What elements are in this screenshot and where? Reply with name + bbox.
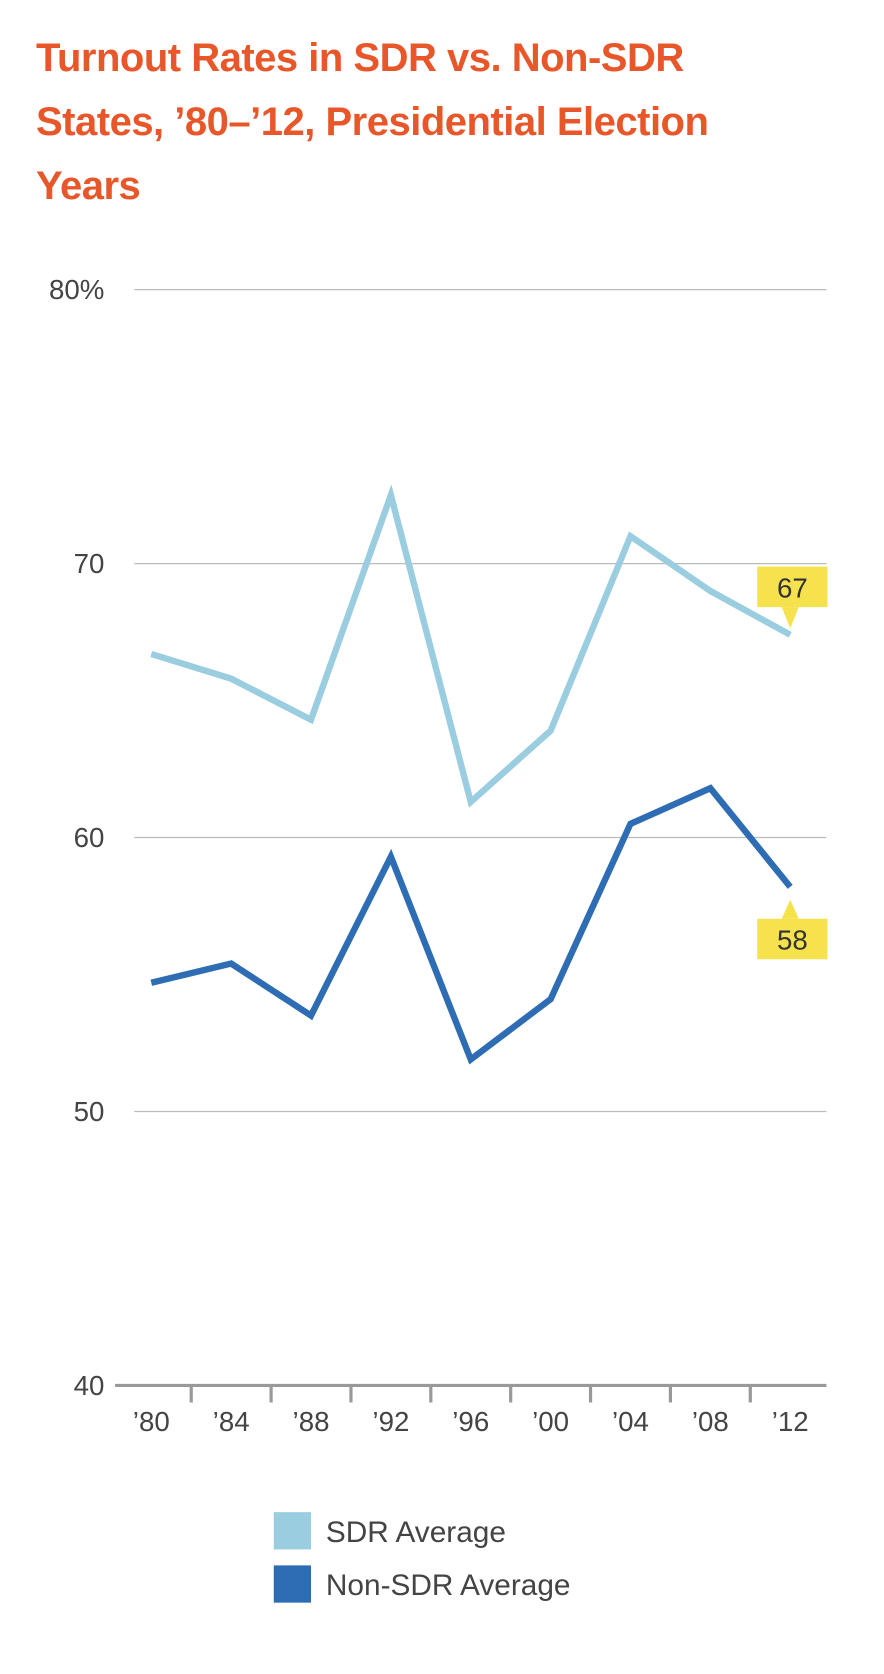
x-tick-label: ’80 xyxy=(133,1406,170,1437)
x-tick-label: ’00 xyxy=(532,1406,569,1437)
callout-pointer xyxy=(781,899,799,919)
x-tick-label: ’92 xyxy=(372,1406,409,1437)
x-tick-label: ’88 xyxy=(293,1406,330,1437)
callout-box xyxy=(757,918,828,960)
value-label: 58 xyxy=(777,925,808,956)
legend-swatch xyxy=(273,1565,312,1603)
y-tick-label: 40 xyxy=(74,1370,105,1401)
callout-box xyxy=(757,566,828,608)
legend-swatch xyxy=(273,1512,312,1550)
y-tick-label: 70 xyxy=(74,548,105,579)
legend-label: SDR Average xyxy=(326,1516,506,1549)
series-line xyxy=(150,784,793,1065)
x-tick-label: ’96 xyxy=(452,1406,489,1437)
chart-title: Turnout Rates in SDR vs. Non-SDR States,… xyxy=(36,36,709,208)
y-tick-label: 60 xyxy=(74,822,105,853)
callout-pointer xyxy=(781,607,799,629)
x-tick-label: ’12 xyxy=(772,1406,809,1437)
x-tick-label: ’04 xyxy=(612,1406,649,1437)
x-tick-label: ’08 xyxy=(692,1406,729,1437)
series-line xyxy=(150,484,792,808)
legend-label: Non-SDR Average xyxy=(326,1569,571,1602)
value-label: 67 xyxy=(777,573,808,604)
x-tick-label: ’84 xyxy=(213,1406,250,1437)
y-tick-label: 50 xyxy=(74,1096,105,1127)
y-tick-label: 80% xyxy=(49,274,104,305)
